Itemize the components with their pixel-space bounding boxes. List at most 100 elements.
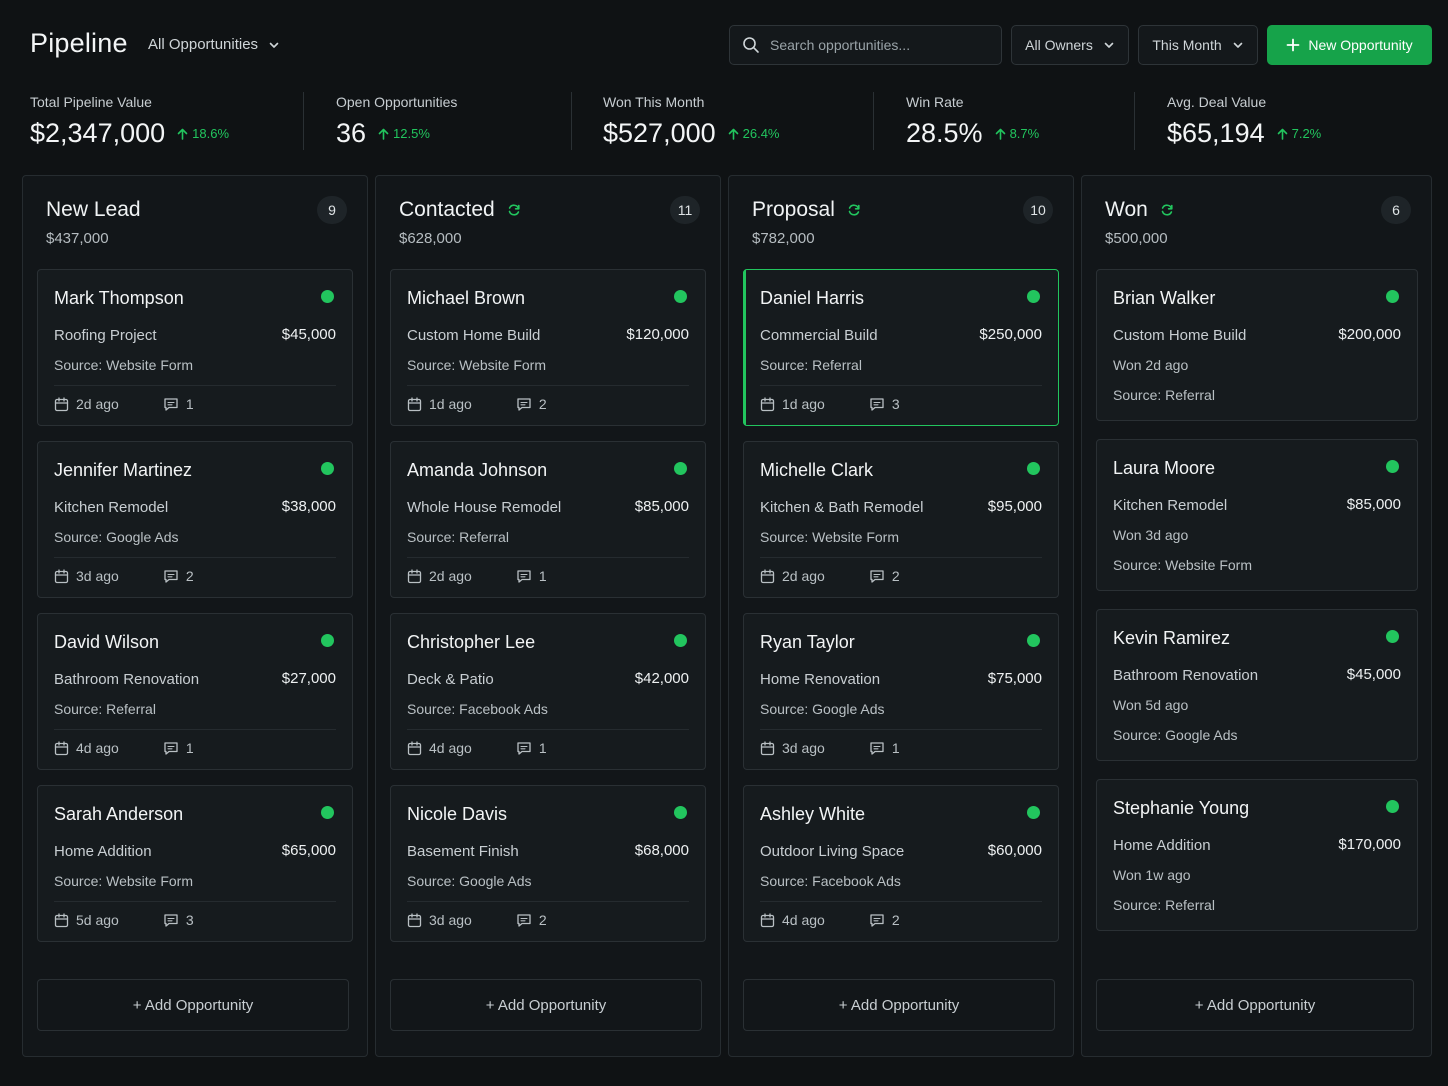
refresh-icon[interactable] [1160,203,1174,217]
search-box[interactable] [729,25,1002,65]
period-filter-button[interactable]: This Month [1138,25,1258,65]
opportunity-card[interactable]: Nicole Davis Basement Finish $68,000 Sou… [390,785,706,942]
card-footer: 3d ago 1 [760,740,900,756]
opportunity-card[interactable]: Amanda Johnson Whole House Remodel $85,0… [390,441,706,598]
card-source: Source: Website Form [760,529,900,545]
status-dot [321,290,334,303]
won-opportunity-card[interactable]: Stephanie Young Home Addition $170,000 W… [1096,779,1418,931]
card-amount: $45,000 [281,326,336,343]
add-opportunity-button[interactable]: + Add Opportunity [743,979,1055,1031]
card-comments[interactable]: 2 [163,568,194,584]
card-project: Outdoor Living Space [760,843,905,860]
refresh-icon[interactable] [847,203,861,217]
metric-label: Win Rate [906,94,964,110]
add-opportunity-button[interactable]: + Add Opportunity [37,979,349,1031]
card-name: Ryan Taylor [760,632,855,652]
view-selector-label: All Opportunities [148,36,259,53]
column-total: $782,000 [752,230,815,247]
refresh-icon[interactable] [507,203,521,217]
card-comments[interactable]: 2 [869,912,900,928]
card-age: 1d ago [760,396,825,412]
add-opportunity-button[interactable]: + Add Opportunity [1096,979,1414,1031]
view-selector[interactable]: All Opportunities [148,36,280,53]
card-name: Brian Walker [1113,288,1216,308]
status-dot [1386,460,1399,473]
card-comments[interactable]: 3 [869,396,900,412]
column-count-badge: 9 [317,196,347,224]
won-opportunity-card[interactable]: Laura Moore Kitchen Remodel $85,000 Won … [1096,439,1418,591]
opportunity-card[interactable]: Michelle Clark Kitchen & Bath Remodel $9… [743,441,1059,598]
calendar-icon [407,912,422,927]
card-amount: $68,000 [634,842,689,859]
opportunity-card[interactable]: Christopher Lee Deck & Patio $42,000 Sou… [390,613,706,770]
card-age: 3d ago [407,912,472,928]
status-dot [321,806,334,819]
card-age: 2d ago [760,568,825,584]
card-comments[interactable]: 3 [163,912,194,928]
column-total: $500,000 [1105,230,1168,247]
card-source: Source: Website Form [54,357,194,373]
opportunity-card[interactable]: David Wilson Bathroom Renovation $27,000… [37,613,353,770]
card-comments[interactable]: 1 [516,740,547,756]
comment-icon [517,397,531,411]
opportunity-card[interactable]: Ashley White Outdoor Living Space $60,00… [743,785,1059,942]
card-comments-count: 2 [538,912,547,928]
search-input[interactable] [770,37,990,53]
card-won-date: Won 2d ago [1113,357,1189,373]
card-age: 3d ago [54,568,119,584]
card-project: Bathroom Renovation [54,671,200,688]
won-opportunity-card[interactable]: Brian Walker Custom Home Build $200,000 … [1096,269,1418,421]
card-age: 4d ago [407,740,472,756]
card-name: Jennifer Martinez [54,460,193,480]
card-name: Christopher Lee [407,632,536,652]
arrow-up-icon [177,128,188,140]
column-proposal: Proposal $782,000 10 Daniel Harris Comme… [728,175,1074,1057]
card-comments[interactable]: 2 [516,396,547,412]
metric-divider [571,92,572,150]
card-age-text: 4d ago [782,912,825,928]
card-divider [54,901,336,902]
card-name: Amanda Johnson [407,460,548,480]
card-footer: 1d ago 3 [760,396,900,412]
status-dot [674,290,687,303]
status-dot [674,806,687,819]
comment-icon [517,569,531,583]
new-opportunity-label: New Opportunity [1308,37,1413,53]
card-comments[interactable]: 2 [516,912,547,928]
card-comments[interactable]: 1 [869,740,900,756]
owners-filter-button[interactable]: All Owners [1011,25,1129,65]
won-opportunity-card[interactable]: Kevin Ramirez Bathroom Renovation $45,00… [1096,609,1418,761]
opportunity-card[interactable]: Jennifer Martinez Kitchen Remodel $38,00… [37,441,353,598]
card-comments[interactable]: 1 [516,568,547,584]
opportunity-card[interactable]: Sarah Anderson Home Addition $65,000 Sou… [37,785,353,942]
card-name: Kevin Ramirez [1113,628,1231,648]
card-age: 2d ago [407,568,472,584]
card-amount: $85,000 [634,498,689,515]
metrics-bar: Total Pipeline Value $2,347,000 18.6% Op… [0,90,1448,160]
card-project: Home Renovation [760,671,881,688]
comment-icon [517,913,531,927]
card-source: Source: Referral [1113,897,1215,913]
card-amount: $45,000 [1346,666,1401,683]
opportunity-card[interactable]: Mark Thompson Roofing Project $45,000 So… [37,269,353,426]
column-new-lead: New Lead $437,000 9 Mark Thompson Roofin… [22,175,368,1057]
opportunity-card[interactable]: Ryan Taylor Home Renovation $75,000 Sour… [743,613,1059,770]
card-age-text: 2d ago [782,568,825,584]
new-opportunity-button[interactable]: New Opportunity [1267,25,1432,65]
column-title-label: New Lead [46,198,141,221]
column-title-label: Contacted [399,198,495,221]
card-project: Kitchen Remodel [1113,497,1228,514]
card-name: Nicole Davis [407,804,508,824]
card-footer: 1d ago 2 [407,396,547,412]
card-comments[interactable]: 2 [869,568,900,584]
comment-icon [870,913,884,927]
opportunity-card[interactable]: Michael Brown Custom Home Build $120,000… [390,269,706,426]
card-divider [760,901,1042,902]
opportunity-card-selected[interactable]: Daniel Harris Commercial Build $250,000 … [743,269,1059,426]
card-divider [54,385,336,386]
card-amount: $170,000 [1338,836,1401,853]
add-opportunity-button[interactable]: + Add Opportunity [390,979,702,1031]
card-comments[interactable]: 1 [163,396,194,412]
metric-change: 12.5% [378,126,430,141]
card-comments[interactable]: 1 [163,740,194,756]
